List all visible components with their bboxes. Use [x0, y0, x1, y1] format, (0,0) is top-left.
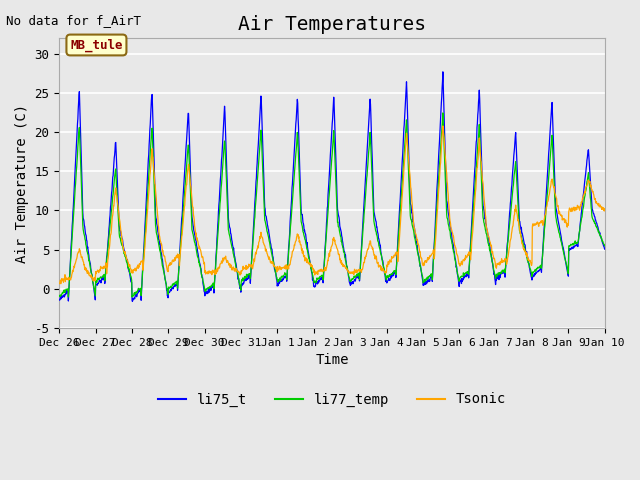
X-axis label: Time: Time: [316, 353, 349, 367]
Y-axis label: Air Temperature (C): Air Temperature (C): [15, 104, 29, 263]
Title: Air Temperatures: Air Temperatures: [238, 15, 426, 34]
Text: MB_tule: MB_tule: [70, 38, 123, 52]
Legend: li75_t, li77_temp, Tsonic: li75_t, li77_temp, Tsonic: [152, 387, 511, 412]
Text: No data for f_AirT: No data for f_AirT: [6, 14, 141, 27]
